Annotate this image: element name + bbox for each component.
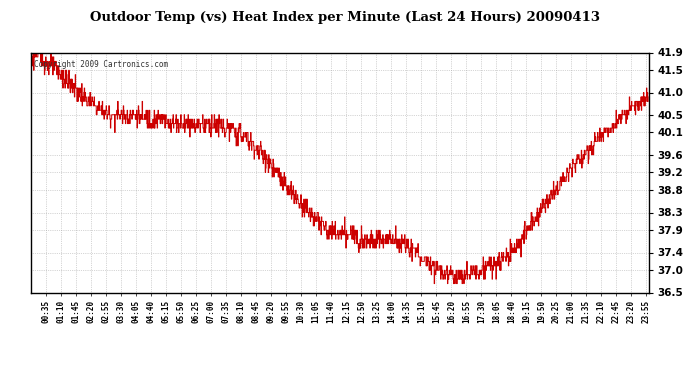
Text: Copyright 2009 Cartronics.com: Copyright 2009 Cartronics.com	[34, 60, 168, 69]
Text: Outdoor Temp (vs) Heat Index per Minute (Last 24 Hours) 20090413: Outdoor Temp (vs) Heat Index per Minute …	[90, 11, 600, 24]
